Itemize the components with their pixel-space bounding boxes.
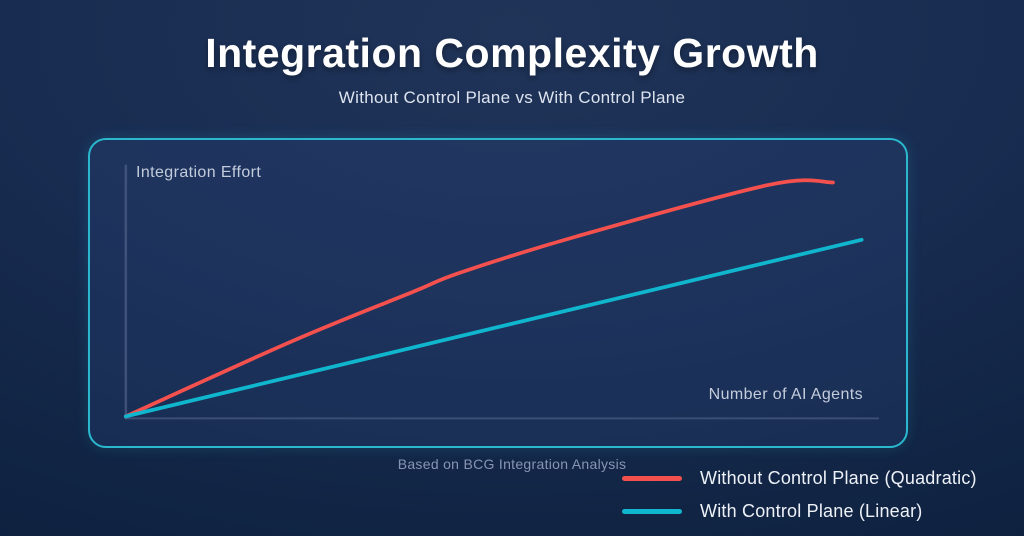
source-caption: Based on BCG Integration Analysis	[397, 456, 627, 472]
x-axis-label: Number of AI Agents	[708, 386, 863, 403]
page-subtitle: Without Control Plane vs With Control Pl…	[338, 88, 686, 107]
legend-swatch-icon	[622, 509, 682, 514]
legend-label: With Control Plane (Linear)	[700, 501, 923, 521]
series-line-without-control-plane-quadratic	[123, 178, 835, 419]
legend: Without Control Plane (Quadratic) With Co…	[622, 462, 977, 528]
page-title: Integration Complexity Growth	[205, 30, 819, 76]
legend-item: With Control Plane (Linear)	[622, 495, 977, 528]
chart-panel: Integration Effort Number of AI Agents	[88, 138, 908, 448]
chart-canvas	[123, 164, 880, 420]
series-line-with-control-plane-linear	[123, 237, 864, 419]
legend-label: Without Control Plane (Quadratic)	[700, 468, 977, 488]
y-axis-label: Integration Effort	[136, 164, 262, 181]
legend-swatch-icon	[622, 476, 682, 481]
legend-item: Without Control Plane (Quadratic)	[622, 462, 977, 495]
